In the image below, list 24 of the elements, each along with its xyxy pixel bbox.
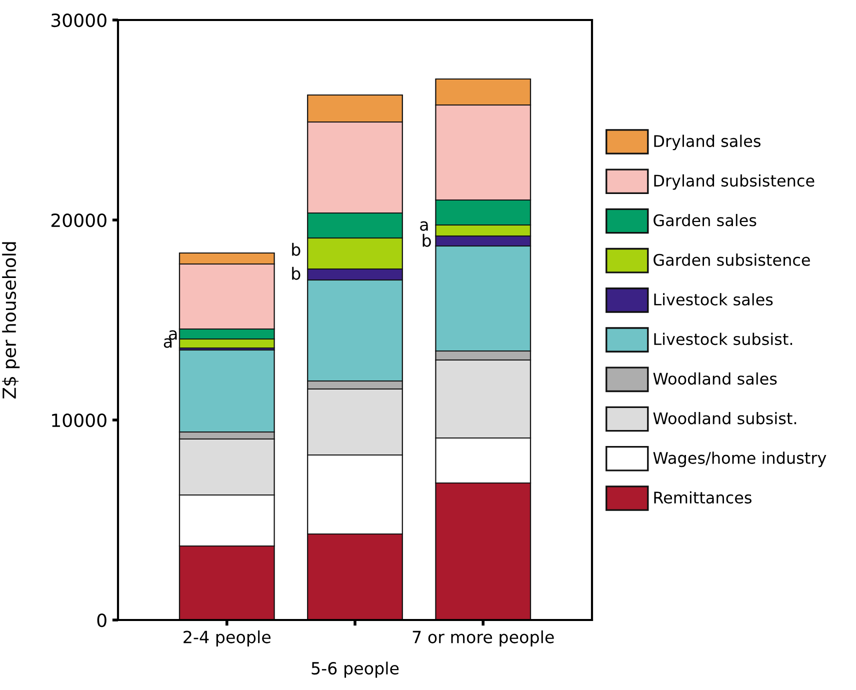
legend-label: Garden subsistence — [654, 254, 810, 266]
annotation: a — [420, 221, 428, 231]
annotation: b — [422, 234, 431, 247]
legend-label: Livestock subsist. — [654, 332, 792, 346]
annotation: b — [292, 266, 300, 280]
x-tick-label: 5-6 people — [312, 662, 399, 678]
legend-label: Woodland sales — [653, 372, 777, 385]
y-axis-title: Z$ per household — [2, 242, 20, 399]
legend-label: Woodland subsist. — [653, 412, 796, 424]
y-tick-label: 0 — [97, 613, 106, 628]
annotation: b — [292, 242, 300, 256]
annotation: a — [168, 330, 177, 340]
x-tick-label: 7 or more people — [412, 630, 554, 647]
legend-label: Remittances — [654, 491, 752, 504]
annotation: a — [164, 338, 172, 348]
x-tick-label: 2-4 people — [184, 630, 271, 647]
legend-label: Livestock sales — [654, 293, 773, 306]
legend-label: Dryland sales — [654, 134, 760, 150]
legend-label: Dryland subsistence — [654, 174, 814, 190]
legend-label: Wages/home industry — [653, 452, 826, 468]
legend-label: Garden sales — [654, 214, 756, 226]
y-tick-label: 30000 — [52, 13, 106, 28]
y-tick-label: 20000 — [51, 213, 106, 228]
y-tick-label: 10000 — [52, 413, 106, 428]
